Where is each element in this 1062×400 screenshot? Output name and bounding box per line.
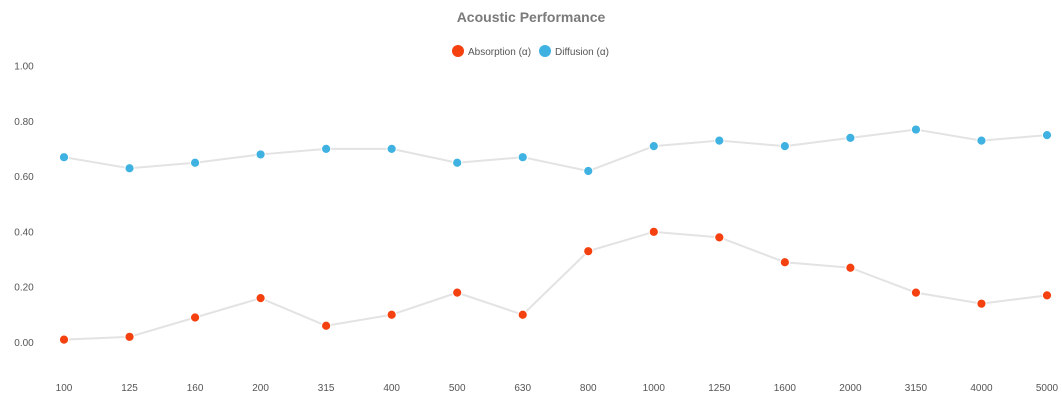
legend-label-diffusion: Diffusion (α): [555, 47, 609, 58]
y-tick-label: 0.00: [14, 338, 34, 349]
data-point-absorption[interactable]: [452, 287, 463, 298]
x-tick-label: 1000: [643, 383, 666, 394]
data-point-absorption[interactable]: [976, 298, 987, 309]
data-point-absorption[interactable]: [255, 293, 266, 304]
x-tick-label: 630: [514, 383, 531, 394]
x-tick-label: 100: [56, 383, 73, 394]
x-tick-label: 4000: [970, 383, 993, 394]
data-point-diffusion[interactable]: [779, 141, 790, 152]
data-point-diffusion[interactable]: [845, 132, 856, 143]
data-point-diffusion[interactable]: [714, 135, 725, 146]
y-axis: 0.00 0.20 0.40 0.60 0.80 1.00: [14, 62, 34, 349]
data-point-absorption[interactable]: [779, 257, 790, 268]
data-point-diffusion[interactable]: [321, 143, 332, 155]
data-point-diffusion[interactable]: [58, 152, 70, 163]
y-tick-label: 0.80: [14, 117, 34, 128]
legend-item-diffusion[interactable]: Diffusion (α): [539, 45, 609, 58]
data-point-diffusion[interactable]: [583, 165, 594, 177]
data-point-absorption[interactable]: [648, 226, 659, 237]
data-point-absorption[interactable]: [124, 331, 135, 342]
x-tick-label: 5000: [1036, 383, 1059, 394]
series-lines: [63, 128, 1048, 341]
data-point-absorption[interactable]: [583, 246, 594, 257]
x-tick-label: 1250: [708, 383, 731, 394]
x-tick-label: 160: [187, 383, 204, 394]
data-point-diffusion[interactable]: [648, 141, 659, 152]
x-tick-label: 3150: [905, 383, 928, 394]
x-tick-label: 1600: [774, 383, 797, 394]
legend-label-absorption: Absorption (α): [468, 47, 531, 58]
data-point-absorption[interactable]: [845, 262, 856, 273]
x-axis: 100 125 160 200 315 400 500 630 800 1000 1250 1600 2…: [56, 383, 1059, 394]
x-tick-label: 800: [580, 383, 597, 394]
data-point-diffusion[interactable]: [255, 149, 266, 160]
x-tick-label: 125: [121, 383, 138, 394]
data-point-diffusion[interactable]: [1041, 129, 1053, 141]
y-tick-label: 0.40: [14, 227, 34, 238]
data-point-absorption[interactable]: [321, 320, 332, 331]
y-tick-label: 0.20: [14, 283, 34, 294]
chart-title: Acoustic Performance: [457, 9, 606, 25]
data-point-diffusion[interactable]: [189, 157, 201, 168]
legend-marker-diffusion: [539, 45, 551, 57]
series-points: [58, 124, 1053, 345]
data-point-diffusion[interactable]: [910, 124, 922, 135]
data-point-absorption[interactable]: [517, 309, 528, 320]
data-point-diffusion[interactable]: [386, 143, 397, 155]
data-point-diffusion[interactable]: [976, 135, 987, 146]
data-point-diffusion[interactable]: [517, 152, 528, 163]
data-point-absorption[interactable]: [58, 334, 70, 345]
x-tick-label: 400: [383, 383, 400, 394]
x-tick-label: 2000: [839, 383, 862, 394]
legend-item-absorption[interactable]: Absorption (α): [452, 45, 531, 58]
data-point-absorption[interactable]: [910, 287, 922, 298]
series-line-absorption: [63, 230, 1048, 341]
data-point-absorption[interactable]: [189, 312, 201, 323]
data-point-absorption[interactable]: [1041, 290, 1053, 301]
chart-legend: Absorption (α) Diffusion (α): [452, 45, 609, 58]
x-tick-label: 200: [252, 383, 269, 394]
data-point-absorption[interactable]: [386, 309, 397, 320]
y-tick-label: 1.00: [14, 62, 34, 73]
data-point-diffusion[interactable]: [124, 163, 135, 174]
legend-marker-absorption: [452, 45, 464, 57]
series-line-diffusion: [63, 128, 1048, 173]
data-point-diffusion[interactable]: [452, 157, 463, 168]
x-tick-label: 315: [318, 383, 335, 394]
x-tick-label: 500: [449, 383, 466, 394]
data-point-absorption[interactable]: [714, 232, 725, 243]
y-tick-label: 0.60: [14, 172, 34, 183]
